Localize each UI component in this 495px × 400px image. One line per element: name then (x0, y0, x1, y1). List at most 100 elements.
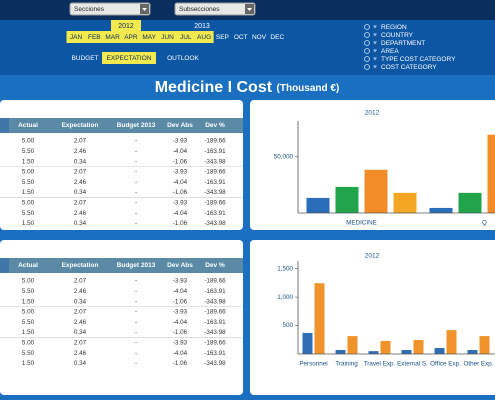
version-highlight (102, 52, 156, 64)
month-option[interactable]: MAR (105, 34, 120, 41)
bar (413, 340, 424, 354)
year-option[interactable]: 2012 (118, 23, 134, 30)
table-cell: -1.06 (173, 220, 188, 227)
x-tick-label: MEDICINE (346, 220, 377, 227)
dropdown[interactable] (174, 2, 256, 16)
column-header: Budget 2013 (117, 122, 156, 129)
table-cell: -343.98 (204, 298, 226, 305)
dimension-label[interactable]: COUNTRY (381, 32, 414, 39)
table-cell: - (135, 309, 137, 316)
month-option[interactable]: FEB (88, 34, 101, 41)
bar (335, 186, 359, 213)
x-tick-label: Personnel (299, 361, 327, 368)
table-cell: -163.91 (204, 288, 226, 295)
month-option[interactable]: OCT (234, 34, 248, 41)
table-cell: 2.46 (74, 148, 87, 155)
month-option[interactable]: JUL (180, 34, 192, 41)
month-option[interactable]: AUG (197, 34, 211, 41)
table-cell: - (135, 199, 137, 206)
chart-panel (250, 100, 495, 230)
table-cell: 5.50 (22, 179, 35, 186)
dimension-radio[interactable] (364, 24, 370, 30)
version-option[interactable]: BUDGET (71, 55, 98, 62)
table-panel (0, 240, 243, 395)
dimension-radio[interactable] (364, 48, 370, 54)
table-cell: 2.46 (74, 288, 87, 295)
bar (380, 340, 391, 354)
column-header: Dev % (205, 122, 225, 129)
bar (429, 207, 453, 213)
table-header-cut (0, 118, 9, 133)
table-cell: 0.34 (74, 189, 87, 196)
table-cell: 2.46 (74, 350, 87, 357)
table-cell: -1.06 (173, 189, 188, 196)
dimension-label[interactable]: TYPE COST CATEGORY (381, 56, 456, 63)
table-cell: - (135, 210, 137, 217)
dimension-label[interactable]: REGION (381, 24, 407, 31)
column-header: Dev % (205, 262, 225, 269)
dimension-label[interactable]: AREA (381, 48, 399, 55)
table-cell: -1.06 (173, 360, 188, 367)
dropdown-label: Secciones (74, 6, 105, 13)
bar (446, 330, 457, 354)
table-cell: -163.91 (204, 179, 226, 186)
table-cell: 2.46 (74, 210, 87, 217)
version-option[interactable]: EXPECTATION (107, 55, 152, 62)
bar (458, 192, 482, 213)
table-cell: - (135, 148, 137, 155)
month-highlight (121, 31, 141, 43)
table-cell: -163.91 (204, 210, 226, 217)
table-cell: - (135, 288, 137, 295)
month-highlight (158, 31, 177, 43)
table-cell: - (135, 220, 137, 227)
bar (347, 336, 358, 354)
table-cell: -343.98 (204, 220, 226, 227)
table-cell: 2.07 (74, 339, 87, 346)
dropdown-arrow (142, 8, 147, 11)
x-tick-label: Travel Exp. (364, 361, 396, 368)
column-header: Dev Abs (167, 262, 193, 269)
bar (479, 336, 490, 354)
dimension-radio[interactable] (364, 32, 370, 38)
table-cell: 2.07 (74, 199, 87, 206)
bar (364, 169, 388, 213)
table-cell: 1.50 (22, 298, 35, 305)
year-option[interactable]: 2013 (194, 23, 210, 30)
table-cell: 2.07 (74, 138, 87, 145)
table-cell: 5.00 (22, 309, 35, 316)
table-cell: -189.66 (204, 278, 226, 285)
dimension-radio[interactable] (364, 56, 370, 62)
table-cell: -4.04 (173, 179, 188, 186)
table-cell: -189.66 (204, 339, 226, 346)
month-option[interactable]: SEP (216, 34, 229, 41)
table-cell: 1.50 (22, 189, 35, 196)
table-cell: -343.98 (204, 189, 226, 196)
page-title: Medicine I Cost (Thousand €) (155, 79, 340, 96)
chart-title: 2012 (365, 253, 380, 260)
dimension-label[interactable]: DEPARTMENT (381, 40, 425, 47)
dimension-arrow (373, 49, 377, 53)
table-cell: -189.66 (204, 169, 226, 176)
table-cell: -4.04 (173, 288, 188, 295)
table-cell: - (135, 329, 137, 336)
dimension-radio[interactable] (364, 64, 370, 70)
table-cell: -4.04 (173, 319, 188, 326)
table-cell: 0.34 (74, 329, 87, 336)
month-option[interactable]: JUN (161, 34, 174, 41)
table-cell: 5.00 (22, 169, 35, 176)
dimension-radio[interactable] (364, 40, 370, 46)
month-option[interactable]: APR (124, 34, 138, 41)
table-cell: 2.07 (74, 278, 87, 285)
month-option[interactable]: DEC (270, 34, 284, 41)
column-header: Expectation (62, 122, 99, 129)
table-cell: 0.34 (74, 360, 87, 367)
month-option[interactable]: JAN (70, 34, 83, 41)
table-cell: 5.00 (22, 278, 35, 285)
table-cell: -189.66 (204, 138, 226, 145)
dimension-label[interactable]: COST CATEGORY (381, 64, 437, 71)
dropdown-label: Subsecciones (179, 6, 220, 13)
month-option[interactable]: NOV (252, 34, 267, 41)
month-option[interactable]: MAY (142, 34, 156, 41)
version-option[interactable]: OUTLOOK (167, 55, 199, 62)
dropdown[interactable] (69, 2, 151, 16)
